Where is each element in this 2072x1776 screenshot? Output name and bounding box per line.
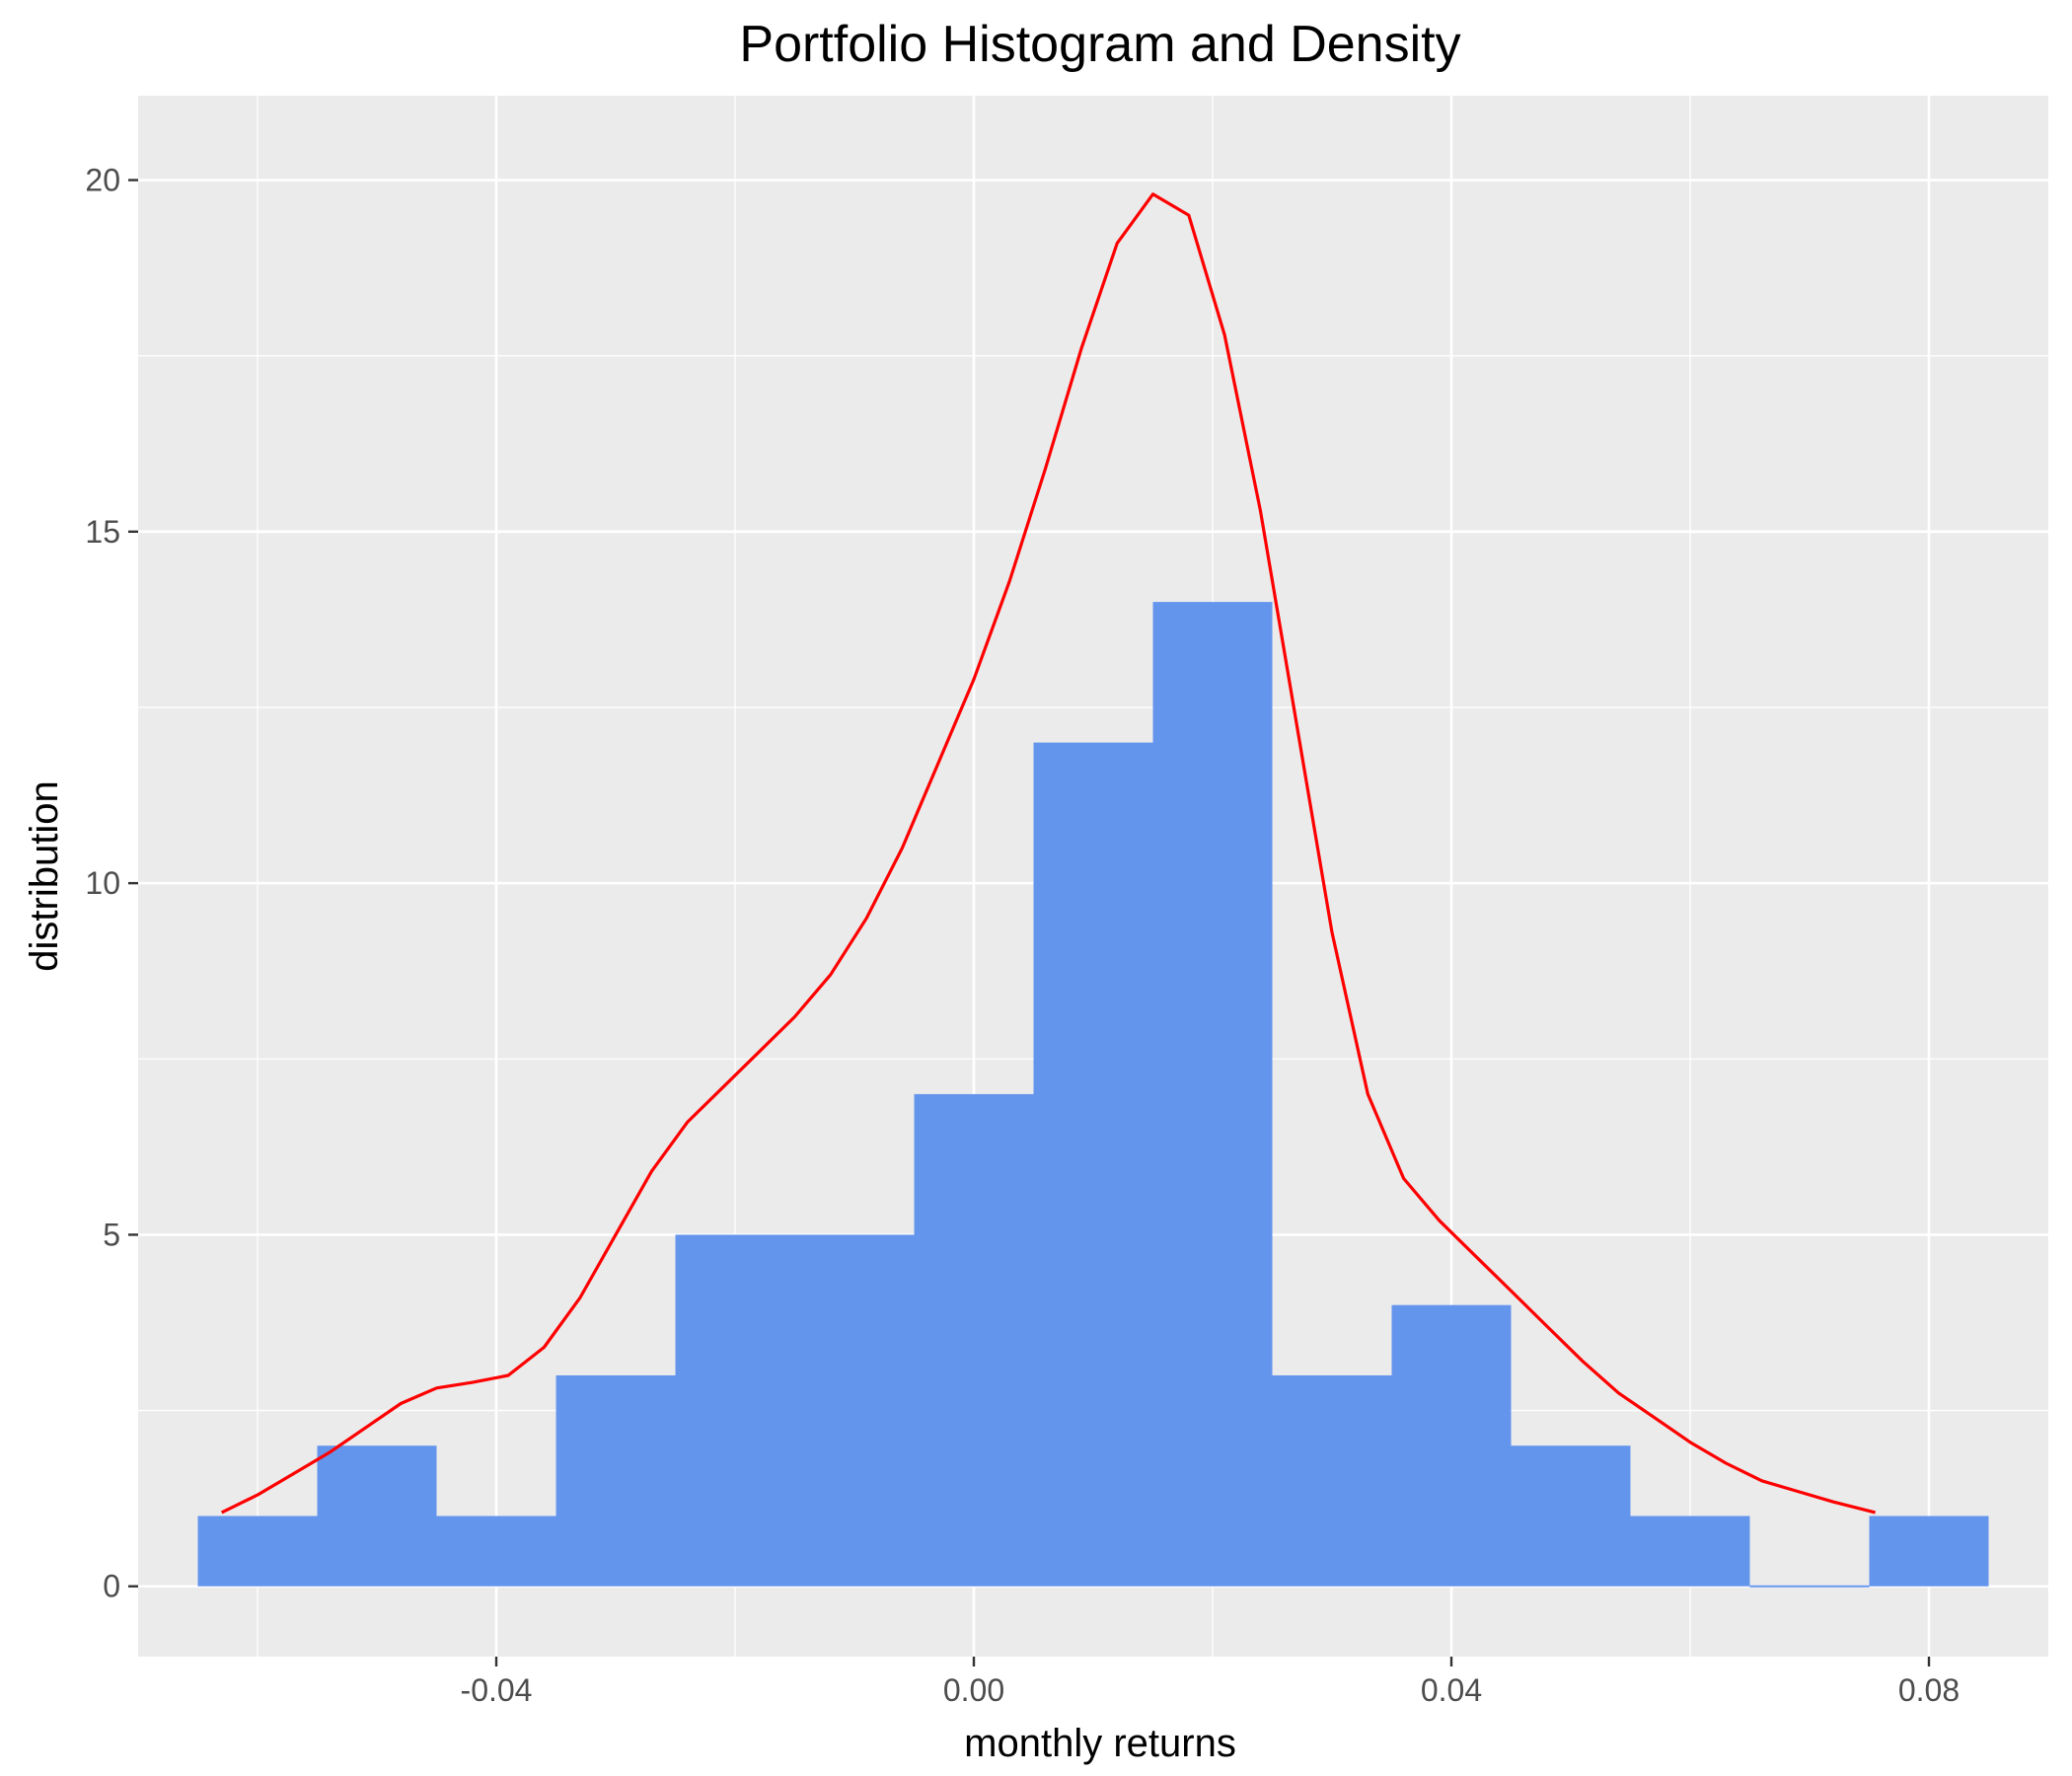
histogram-bar <box>1391 1304 1512 1587</box>
x-tick-label: -0.04 <box>461 1672 533 1708</box>
density-curve <box>220 192 1876 1515</box>
x-tick-label: 0.00 <box>943 1672 1004 1708</box>
histogram-bar <box>1033 742 1153 1587</box>
histogram-bar <box>914 1093 1034 1587</box>
y-tick-label: 0 <box>103 1569 120 1604</box>
x-axis: -0.04 0.00 0.04 0.08 <box>461 1657 1960 1708</box>
histogram-bar <box>1511 1445 1631 1587</box>
y-axis-title: distribution <box>23 780 66 971</box>
histogram-bar <box>317 1445 437 1587</box>
histogram-bar <box>1630 1516 1750 1587</box>
histogram-bar <box>436 1516 556 1587</box>
histogram-bar <box>675 1234 795 1587</box>
y-axis: 0 5 10 15 20 <box>85 163 138 1604</box>
histogram-bar <box>794 1234 915 1587</box>
x-tick-label: 0.04 <box>1421 1672 1482 1708</box>
y-tick-label: 15 <box>85 514 120 550</box>
histogram-bar <box>555 1374 676 1587</box>
histogram-bar <box>197 1516 318 1587</box>
x-axis-title: monthly returns <box>964 1722 1236 1765</box>
histogram-bar <box>1869 1516 1989 1587</box>
y-tick-label: 10 <box>85 865 120 901</box>
chart-title: Portfolio Histogram and Density <box>739 16 1460 73</box>
y-tick-label: 20 <box>85 163 120 198</box>
y-tick-label: 5 <box>103 1217 120 1252</box>
histogram-bars <box>197 602 1989 1588</box>
x-tick-label: 0.08 <box>1898 1672 1960 1708</box>
histogram-bar <box>1272 1374 1392 1587</box>
histogram-bar <box>1152 602 1273 1587</box>
